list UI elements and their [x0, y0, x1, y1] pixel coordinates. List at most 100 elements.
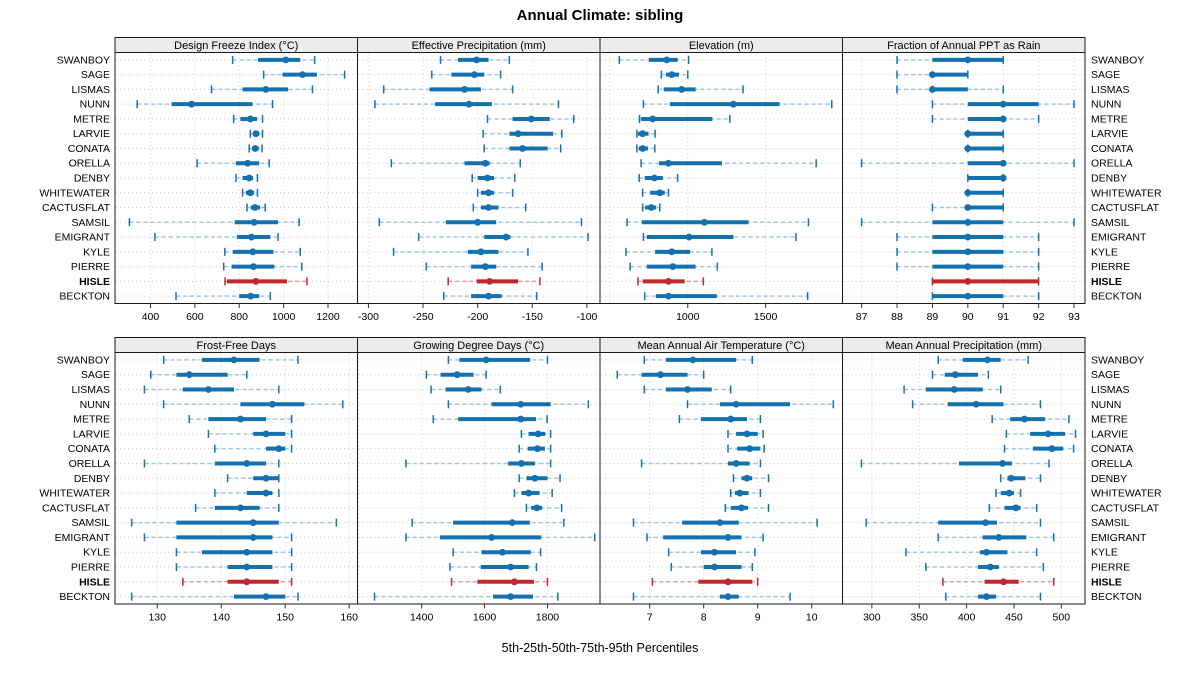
station-label-right: EMIGRANT: [1091, 532, 1147, 544]
series-larvie: [964, 129, 1004, 138]
series-denby: [518, 474, 561, 483]
series-beckton: [175, 292, 272, 301]
series-emigrant: [896, 233, 1040, 242]
series-kyle: [224, 247, 302, 256]
median-dot: [262, 593, 270, 601]
station-label-right: BECKTON: [1091, 591, 1142, 603]
median-dot: [484, 174, 491, 182]
station-label-right: PIERRE: [1091, 261, 1130, 273]
axis-tick-label: -300: [358, 311, 379, 323]
median-dot: [951, 371, 959, 379]
median-dot: [237, 415, 244, 423]
axis-tick-label: -150: [522, 311, 543, 323]
median-dot: [473, 56, 480, 64]
station-label-right: ORELLA: [1091, 458, 1132, 470]
panel-strip-title: Elevation (m): [689, 40, 754, 52]
station-label-left: DENBY: [74, 173, 110, 185]
panel-strip-title: Fraction of Annual PPT as Rain: [887, 40, 1040, 52]
median-dot: [248, 233, 255, 241]
median-dot: [972, 400, 980, 408]
median-dot: [464, 386, 472, 393]
series-sage: [896, 70, 969, 79]
series-emigrant: [143, 533, 293, 542]
series-lismas: [657, 85, 744, 94]
station-label-right: NUNN: [1091, 99, 1121, 111]
axis-tick-label: 150: [276, 612, 294, 624]
station-label-right: PIERRE: [1091, 562, 1130, 574]
median-dot: [508, 519, 516, 527]
series-kyle: [896, 247, 1040, 256]
series-hisle: [447, 277, 541, 286]
station-label-right: CONATA: [1091, 143, 1133, 155]
median-dot: [250, 263, 257, 270]
series-pierre: [896, 262, 1040, 271]
median-dot: [252, 277, 260, 285]
station-label-right: METRE: [1091, 113, 1128, 125]
axis-tick-label: 140: [212, 612, 230, 624]
axis-tick-label: 1400: [410, 612, 434, 624]
series-whitewater: [964, 188, 1004, 197]
median-dot: [982, 519, 989, 527]
series-swanboy: [439, 55, 511, 64]
median-dot: [249, 519, 257, 527]
station-label-left: LARVIE: [73, 128, 110, 140]
panel-strip-title: Effective Precipitation (mm): [412, 40, 546, 52]
chart-title: Annual Climate: sibling: [517, 7, 684, 24]
median-dot: [249, 248, 257, 256]
series-cactusflat: [472, 203, 527, 212]
series-samsil: [865, 518, 1042, 527]
panel-strip-title: Growing Degree Days (°C): [413, 340, 544, 352]
series-sage: [616, 370, 705, 379]
median-dot: [251, 204, 259, 211]
station-label-left: METRE: [73, 113, 110, 125]
axis-tick-label: 400: [142, 311, 160, 323]
series-cactusflat: [246, 203, 266, 212]
station-label-right: LARVIE: [1091, 428, 1128, 440]
station-label-right: HISLE: [1091, 276, 1122, 288]
median-dot: [649, 115, 657, 123]
series-cactusflat: [724, 503, 770, 512]
station-label-left: ORELLA: [69, 458, 110, 470]
series-larvie: [636, 129, 656, 138]
series-metre: [486, 114, 575, 123]
axis-tick-label: 1800: [536, 612, 560, 624]
series-swanboy: [937, 355, 1029, 364]
station-label-left: LISMAS: [71, 84, 110, 96]
median-dot: [485, 189, 492, 197]
series-pierre: [629, 262, 719, 271]
station-label-left: ORELLA: [69, 158, 110, 170]
axis-tick-label: 88: [891, 311, 903, 323]
station-label-left: SAGE: [81, 69, 110, 81]
median-dot: [474, 218, 482, 226]
series-larvie: [207, 429, 293, 438]
median-dot: [657, 371, 664, 379]
series-swanboy: [447, 355, 549, 364]
series-nunn: [911, 400, 1042, 409]
median-dot: [533, 504, 541, 512]
series-cactusflat: [931, 203, 1004, 212]
series-whitewater: [476, 188, 514, 197]
panels-group: Design Freeze Index (°C) 400 600 800 1000 120…: [39, 37, 1162, 624]
median-dot: [205, 386, 212, 393]
median-dot: [964, 130, 972, 138]
station-label-right: LISMAS: [1091, 384, 1130, 396]
station-label-left: EMIGRANT: [55, 532, 111, 544]
series-beckton: [931, 292, 1040, 301]
axis-tick-label: 800: [230, 311, 248, 323]
series-sage: [931, 370, 990, 379]
series-sage: [660, 70, 689, 79]
median-dot: [485, 204, 492, 211]
median-dot: [251, 145, 259, 152]
series-denby: [235, 174, 259, 182]
series-whitewater: [214, 489, 280, 498]
median-dot: [243, 460, 251, 467]
median-dot: [230, 356, 238, 364]
station-label-right: DENBY: [1091, 173, 1127, 185]
series-metre: [931, 114, 1040, 123]
station-label-left: WHITEWATER: [39, 187, 110, 199]
station-label-right: NUNN: [1091, 399, 1121, 411]
median-dot: [964, 233, 972, 241]
series-emigrant: [154, 233, 279, 242]
median-dot: [727, 415, 735, 423]
